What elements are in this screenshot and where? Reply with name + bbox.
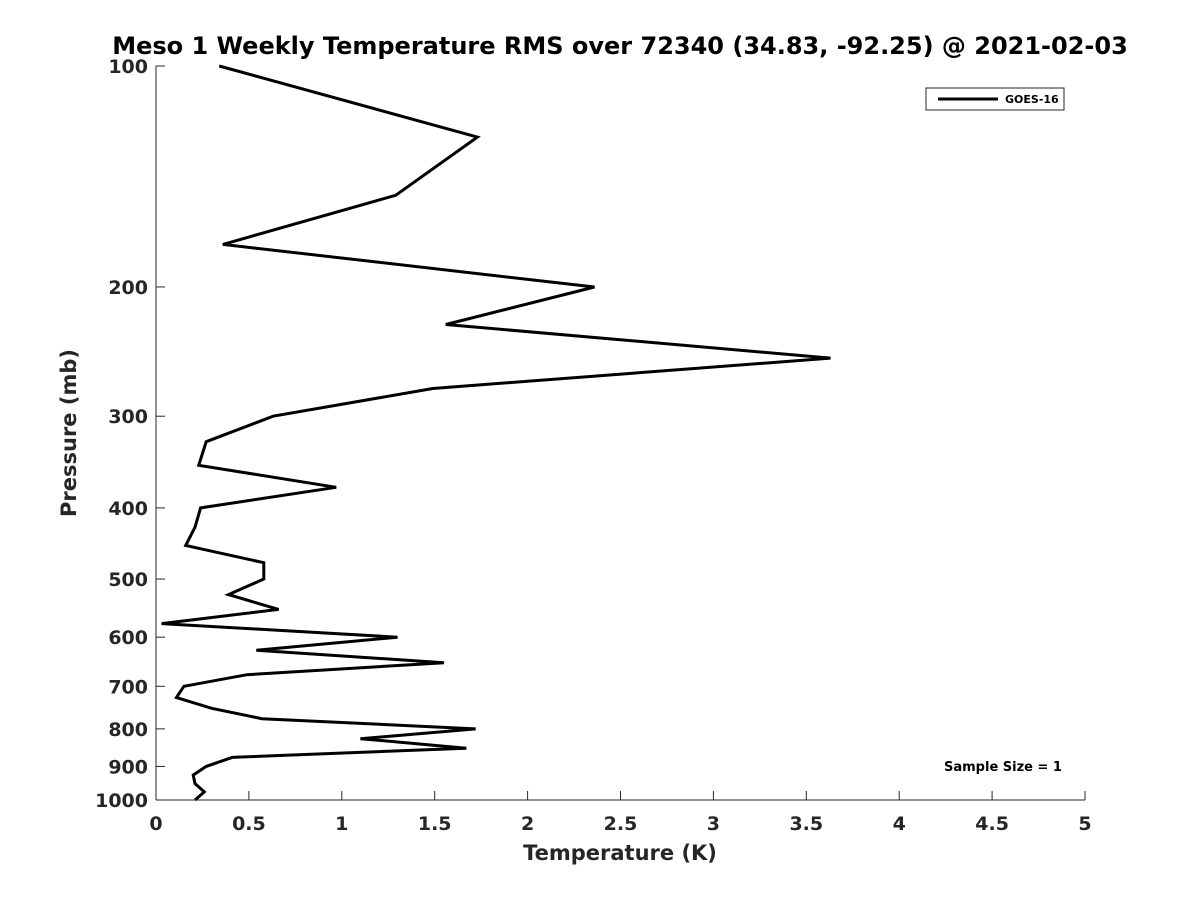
- y-tick-label: 800: [108, 719, 148, 741]
- y-tick-label: 600: [108, 627, 148, 649]
- chart-title: Meso 1 Weekly Temperature RMS over 72340…: [112, 32, 1128, 60]
- series-layer: [161, 64, 831, 802]
- x-tick-label: 5: [1078, 813, 1091, 835]
- x-tick-label: 4.5: [975, 813, 1009, 835]
- x-tick-label: 2: [521, 813, 534, 835]
- y-tick-label: 700: [108, 676, 148, 698]
- legend-label-goes-16: GOES-16: [1005, 93, 1059, 106]
- y-tick-label: 200: [108, 277, 148, 299]
- x-tick-label: 3: [707, 813, 720, 835]
- y-tick-label: 900: [108, 756, 148, 778]
- y-tick-label: 400: [108, 498, 148, 520]
- x-tick-label: 2.5: [604, 813, 638, 835]
- y-axis-label: Pressure (mb): [57, 349, 81, 517]
- axes: [155, 66, 1085, 801]
- y-tick-label: 100: [108, 56, 148, 78]
- x-tick-label: 1: [335, 813, 348, 835]
- x-tick-label: 4: [893, 813, 906, 835]
- x-tick-label: 3.5: [789, 813, 823, 835]
- sample-size-annotation: Sample Size = 1: [944, 760, 1062, 775]
- x-tick-label: 1.5: [418, 813, 452, 835]
- y-tick-label: 500: [108, 569, 148, 591]
- x-ticks: 0 0.5 1 1.5 2 2.5 3 3.5 4 4.5 5: [149, 791, 1092, 835]
- series-line-goes-16: [161, 64, 831, 802]
- y-ticks: 100 200 300 400 500 600 700 800 900 1000: [95, 56, 165, 812]
- x-axis-label: Temperature (K): [523, 841, 717, 865]
- legend: GOES-16: [925, 87, 1065, 111]
- x-tick-label: 0.5: [232, 813, 266, 835]
- x-tick-label: 0: [149, 813, 162, 835]
- y-tick-label: 300: [108, 406, 148, 428]
- y-tick-label: 1000: [95, 790, 148, 812]
